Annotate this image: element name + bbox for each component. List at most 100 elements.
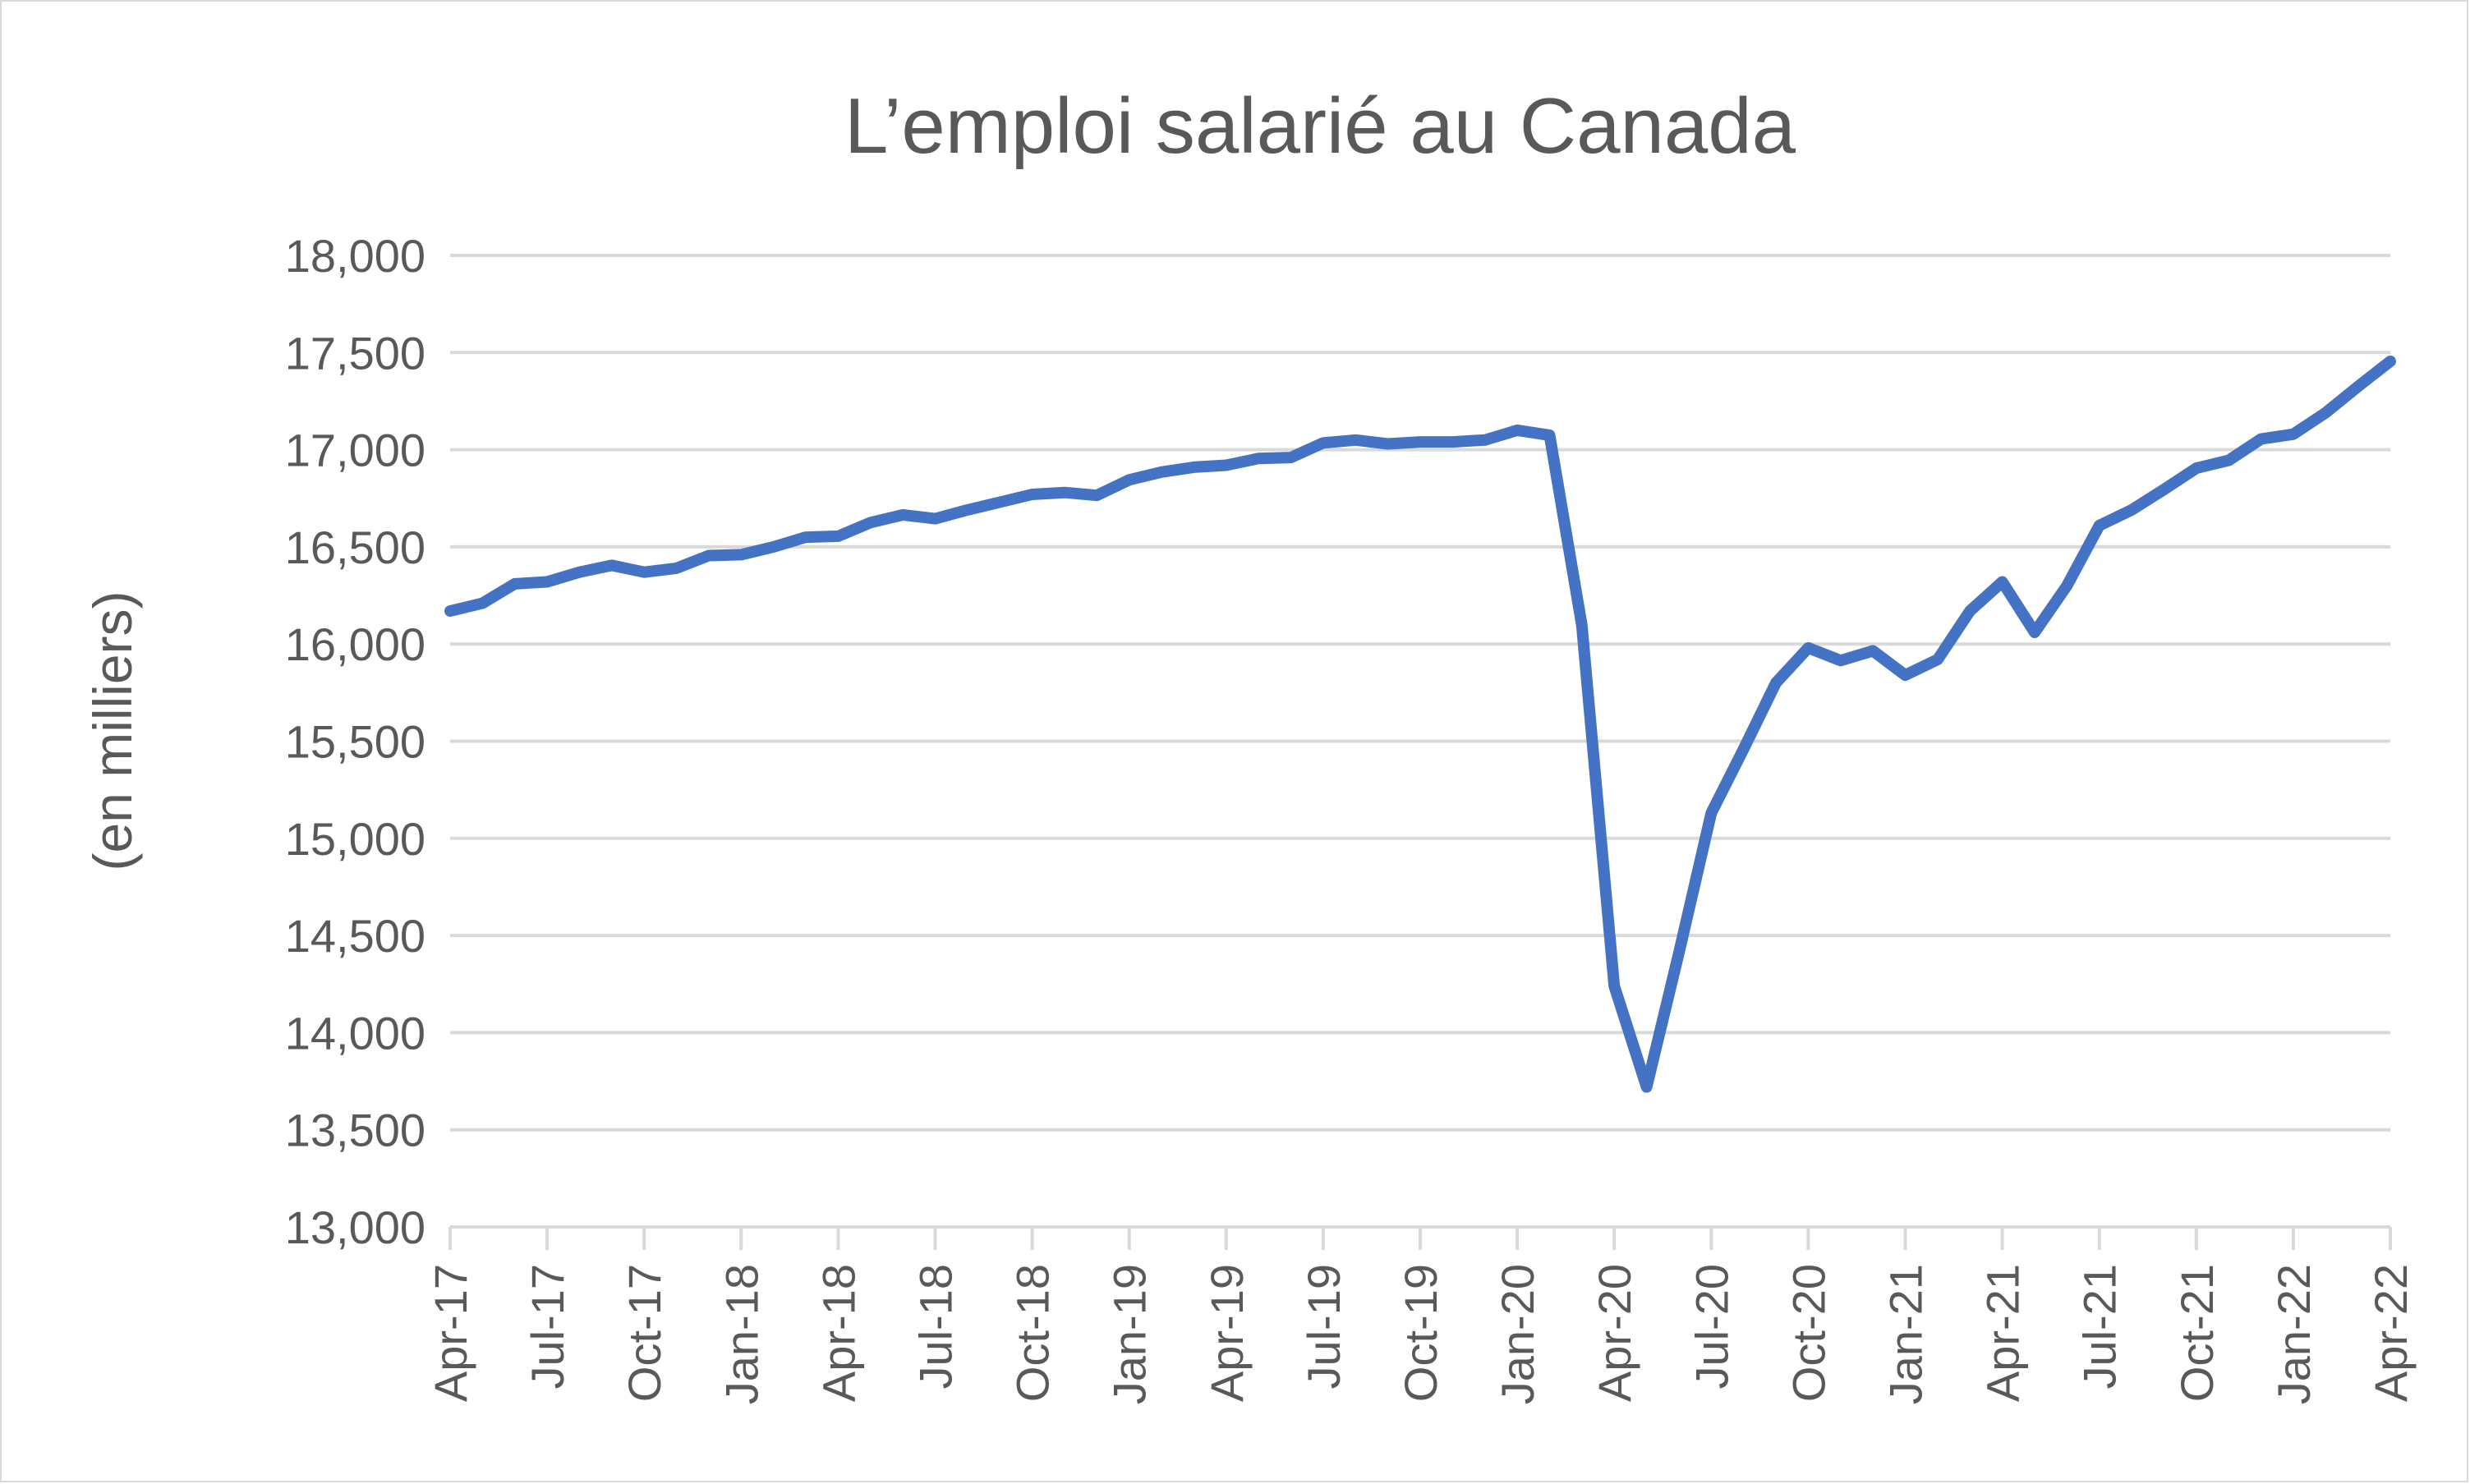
data-point [835,534,840,539]
data-point [545,579,550,584]
y-tick-label: 13,500 [285,1105,425,1156]
series-line [444,355,2396,1093]
data-point [1935,657,1940,662]
y-axis-label: (en milliers) [82,590,143,871]
y-tick-label: 13,000 [285,1201,425,1253]
y-tick-label: 18,000 [285,230,425,282]
data-point [1515,428,1520,433]
data-point [1773,681,1778,686]
y-tick-label: 14,500 [285,910,425,962]
data-point [868,520,873,525]
y-axis-ticks: 13,000 13,500 14,000 14,500 15,000 15,500 16,0… [285,230,425,1253]
data-point [448,609,453,613]
data-point [1805,646,1810,650]
data-point [2194,466,2199,471]
data-point [2000,579,2005,584]
series-layer [444,355,2396,1093]
data-point [1418,439,1423,444]
data-point [1612,984,1617,989]
data-point [997,499,1002,504]
data-point [2097,523,2102,528]
x-tick-label: Jan-19 [1104,1264,1156,1404]
data-point [1709,811,1713,816]
x-tick-label: Jan-20 [1492,1264,1543,1404]
data-point [1483,438,1488,443]
gridlines [450,254,2390,1132]
x-tick-label: Jul-20 [1686,1264,1737,1390]
x-tick-label: Jul-19 [1298,1264,1350,1390]
data-point [2388,359,2393,364]
x-tick-label: Apr-20 [1589,1264,1640,1402]
data-point [577,570,582,575]
data-point [2291,432,2296,437]
x-tick-label: Apr-21 [1977,1264,2029,1402]
data-point [933,517,938,521]
data-point [900,512,905,517]
data-point [2226,458,2231,463]
y-tick-label: 16,000 [285,618,425,670]
y-tick-label: 17,000 [285,425,425,476]
data-point [1547,433,1552,438]
data-point [2129,508,2134,512]
x-tick-label: Jan-22 [2268,1264,2320,1404]
data-point [1094,493,1099,498]
data-point [1127,477,1132,482]
data-point [965,508,970,512]
data-point [1030,492,1035,497]
x-tick-label: Oct-18 [1007,1264,1059,1402]
data-point [1353,438,1358,443]
data-point [1289,455,1294,460]
data-point [1256,456,1261,461]
data-point [642,570,646,575]
x-tick-label: Apr-19 [1201,1264,1253,1402]
y-tick-label: 15,500 [285,716,425,768]
x-axis-ticks: Apr-17 Jul-17 Oct-17 Jan-18 Apr-18 Jul-18 Oct-… [425,1264,2417,1404]
data-point [2323,411,2328,416]
data-point [1967,609,1972,613]
data-point [1321,440,1326,445]
data-point [1838,658,1843,663]
data-point [1644,1085,1649,1090]
data-point [1159,470,1164,475]
data-point [1580,623,1585,628]
x-tick-label: Apr-22 [2365,1264,2417,1402]
x-axis [448,1225,2392,1250]
data-point [771,544,776,549]
x-tick-label: Jul-17 [522,1264,573,1390]
x-tick-label: Apr-17 [425,1264,476,1402]
chart-title: L’emploi salarié au Canada [844,82,1796,170]
data-point [1450,439,1455,444]
data-point [1677,950,1681,955]
x-tick-label: Jul-21 [2074,1264,2126,1390]
data-point [1386,442,1391,447]
data-point [2032,630,2037,635]
data-point [1870,648,1875,653]
x-tick-label: Oct-19 [1395,1264,1447,1402]
data-point [2356,384,2361,389]
x-tick-label: Jan-18 [715,1264,767,1404]
y-tick-label: 14,000 [285,1007,425,1059]
data-point [1224,463,1229,468]
data-point [480,601,485,606]
data-point [1903,673,1908,678]
data-point [513,581,517,586]
y-tick-label: 15,000 [285,813,425,865]
data-point [803,535,808,540]
x-tick-label: Oct-21 [2171,1264,2223,1402]
data-point [2161,487,2166,492]
data-point [2259,437,2264,442]
data-point [1741,747,1746,751]
x-tick-label: Jan-21 [1880,1264,1932,1404]
x-tick-label: Apr-18 [812,1264,864,1402]
data-point [674,566,679,571]
data-point [1062,490,1067,495]
x-tick-label: Oct-20 [1782,1264,1834,1402]
y-tick-label: 16,500 [285,521,425,573]
data-point [609,563,614,567]
data-point [2064,583,2069,588]
x-tick-label: Jul-18 [910,1264,962,1390]
data-point [738,552,743,557]
x-tick-label: Oct-17 [619,1264,670,1402]
y-tick-label: 17,500 [285,327,425,379]
